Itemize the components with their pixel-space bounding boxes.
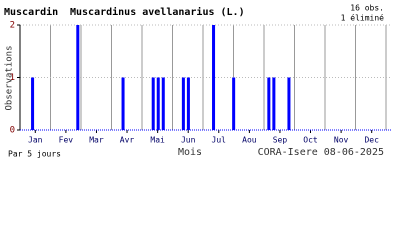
bar: [161, 77, 165, 130]
bar: [121, 77, 125, 130]
x-tick-label: Mar: [89, 136, 104, 145]
x-tick-label: Mai: [150, 136, 165, 145]
annotation: 16 obs.: [350, 4, 384, 13]
x-tick-label: Avr: [120, 136, 135, 145]
y-axis-label: Observations: [5, 45, 15, 110]
chart-title: Muscardin: [4, 6, 58, 18]
bar: [151, 77, 155, 130]
x-tick-label: Jun: [181, 136, 196, 145]
bar: [186, 77, 190, 130]
background: [0, 0, 400, 160]
x-tick-label: Oct: [303, 136, 318, 145]
bar: [267, 77, 271, 130]
bar: [232, 77, 236, 130]
x-tick-label: Jul: [212, 136, 227, 145]
footer-right: CORA-Isere 08-06-2025: [258, 147, 384, 158]
chart: Muscardin Muscardinus avellanarius (L.) …: [0, 0, 400, 160]
y-tick-label: 1: [10, 73, 15, 83]
x-tick-label: Fev: [59, 136, 74, 145]
x-axis-label: Mois: [178, 147, 202, 158]
footer-left: Par 5 jours: [8, 150, 61, 159]
bar: [31, 77, 35, 130]
bar: [76, 25, 80, 130]
y-tick-label: 2: [10, 21, 15, 31]
chart-subtitle: Muscardinus avellanarius (L.): [70, 6, 245, 18]
bar: [212, 25, 216, 130]
x-tick-label: Sep: [273, 136, 288, 145]
bar: [287, 77, 291, 130]
bar: [156, 77, 160, 130]
x-tick-label: Nov: [334, 136, 349, 145]
annotation: 1 éliminé: [341, 13, 385, 23]
x-tick-label: Dec: [364, 136, 379, 145]
x-tick-label: Jan: [28, 136, 43, 145]
bar: [272, 77, 276, 130]
x-tick-label: Aou: [242, 136, 257, 145]
y-tick-label: 0: [10, 126, 15, 136]
bar: [181, 77, 185, 130]
